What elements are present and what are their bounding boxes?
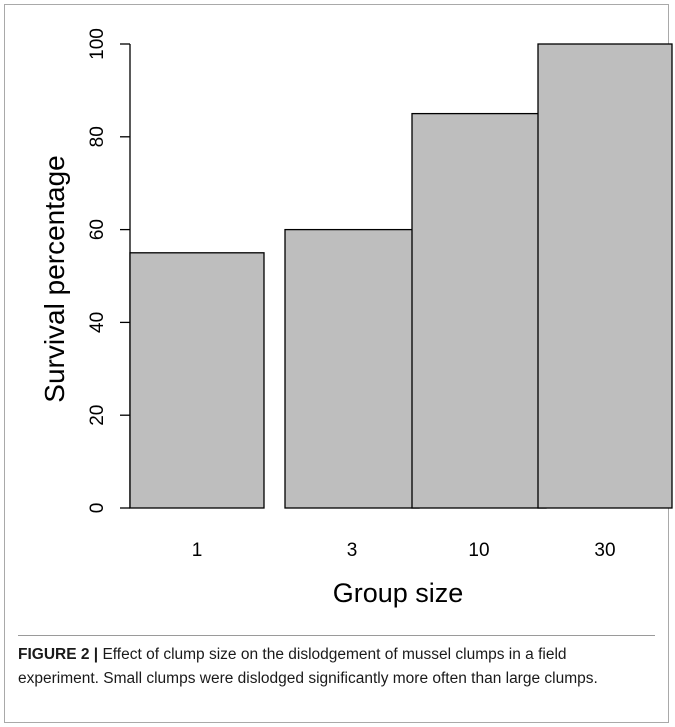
- figure-label: FIGURE 2: [18, 646, 90, 663]
- bar: [129, 252, 265, 509]
- y-tick-label: 80: [87, 126, 108, 147]
- y-tick-label: 0: [87, 503, 108, 514]
- y-tick-label: 100: [87, 28, 108, 60]
- bars: [129, 43, 673, 509]
- y-axis-label: Survival percentage: [39, 155, 70, 402]
- x-tick-label: 10: [468, 540, 489, 561]
- y-tick-label: 60: [87, 219, 108, 240]
- x-tick-label: 1: [192, 540, 203, 561]
- x-tick-label: 30: [594, 540, 615, 561]
- x-tick-labels: 1 3 10 30: [192, 540, 616, 561]
- x-axis-label: Group size: [333, 578, 464, 608]
- x-tick-label: 3: [347, 540, 358, 561]
- bar: [411, 112, 547, 509]
- bar: [537, 43, 673, 509]
- bar: [284, 228, 420, 509]
- figure-label-separator: |: [93, 646, 99, 663]
- figure-caption: FIGURE 2 | Effect of clump size on the d…: [18, 643, 648, 691]
- y-tick-label: 20: [87, 405, 108, 426]
- caption-divider: [18, 635, 655, 636]
- y-axis: 0 20 40 60 80 100: [87, 28, 131, 514]
- caption-text: Effect of clump size on the dislodgement…: [18, 646, 598, 687]
- y-tick-label: 40: [87, 312, 108, 333]
